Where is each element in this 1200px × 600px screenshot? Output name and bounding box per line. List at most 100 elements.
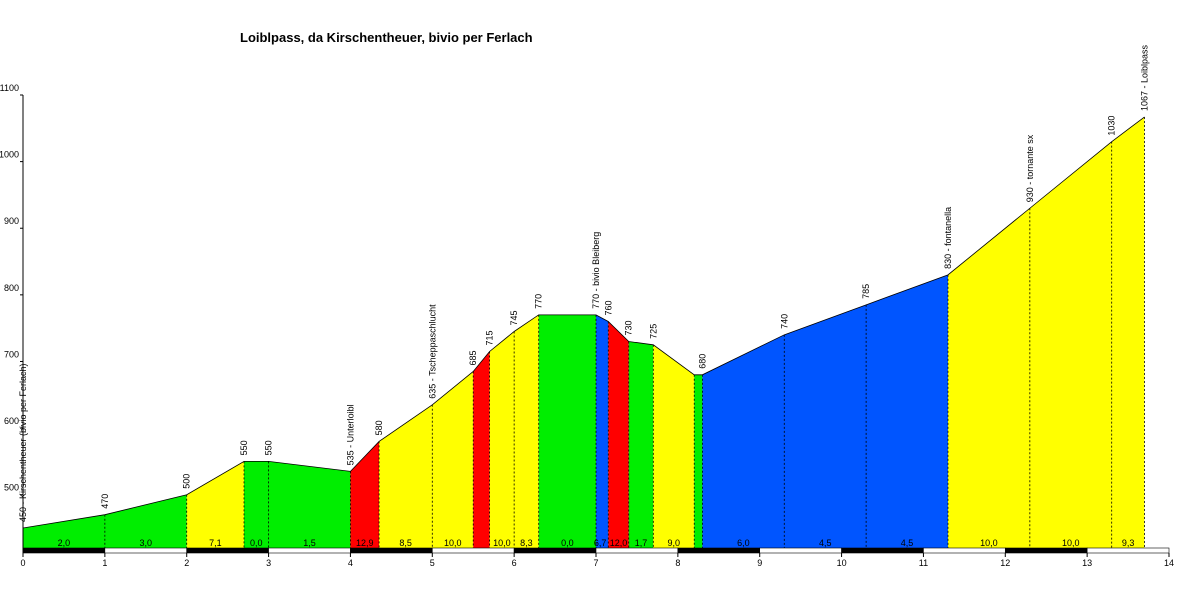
elevation-label-0: 450 - Kirschentheuer (bivio per Ferlach): [18, 363, 28, 522]
elevation-label-18: 785: [861, 284, 871, 299]
elevation-label-22: 1067 - Loiblpass: [1139, 44, 1149, 111]
elevation-label-21: 1030: [1107, 116, 1117, 136]
gradient-label-4: 1,5: [303, 538, 316, 548]
y-tick-label-3: 800: [4, 283, 19, 293]
profile-segment-11: [653, 344, 695, 548]
chart-title: Loiblpass, da Kirschentheuer, bivio per …: [240, 30, 533, 45]
gradient-label-19: 10,0: [1062, 538, 1080, 548]
gradient-label-13: 1,7: [635, 538, 648, 548]
x-tick-label-1: 1: [102, 558, 107, 568]
scale-block-9: [759, 547, 842, 554]
x-tick-label-3: 3: [266, 558, 271, 568]
profile-segment-6: [489, 314, 539, 548]
scale-block-4: [350, 547, 433, 554]
profile-segment-9: [608, 321, 629, 548]
profile-areas: [23, 116, 1145, 548]
gradient-label-11: 6,7: [594, 538, 607, 548]
gradient-label-0: 2,0: [58, 538, 71, 548]
profile-segment-1: [186, 461, 245, 548]
gradient-label-1: 3,0: [140, 538, 153, 548]
scale-block-7: [595, 547, 679, 554]
profile-segment-10: [628, 341, 654, 548]
elevation-label-1: 470: [100, 494, 110, 509]
scale-block-6: [513, 547, 597, 554]
y-tick-label-2: 700: [4, 349, 19, 359]
elevation-label-2: 500: [182, 474, 192, 489]
profile-line: [22, 116, 1145, 529]
profile-segment-13: [702, 274, 948, 548]
x-tick-label-5: 5: [430, 558, 435, 568]
elevation-label-16: 680: [697, 354, 707, 369]
gradient-label-20: 9,3: [1122, 538, 1135, 548]
x-tick-label-7: 7: [593, 558, 598, 568]
elevation-label-7: 635 - Tscheppaschlucht: [427, 304, 437, 399]
elevation-label-10: 745: [509, 310, 519, 325]
x-tick-label-12: 12: [1000, 558, 1010, 568]
x-tick-label-8: 8: [675, 558, 680, 568]
y-tick-label-4: 900: [4, 216, 19, 226]
gradient-label-2: 7,1: [209, 538, 222, 548]
scale-block-0: [22, 547, 106, 554]
profile-segment-7: [538, 314, 596, 548]
scale-block-11: [923, 547, 1006, 554]
elevation-label-9: 715: [485, 330, 495, 345]
elevation-label-5: 535 - Unterloibl: [345, 404, 355, 465]
profile-segment-2: [244, 461, 351, 548]
gradient-labels: 2,0 3,0 7,1 0,0 1,5 12,9 8,5 10,0 10,0 8,3 0,0 6,7 1…: [58, 538, 1135, 548]
x-tick-label-4: 4: [348, 558, 353, 568]
profile-segment-14: [947, 116, 1145, 548]
gradient-label-6: 8,5: [399, 538, 412, 548]
gradient-label-15: 6,0: [737, 538, 750, 548]
x-tick-label-6: 6: [512, 558, 517, 568]
elevation-label-15: 725: [648, 324, 658, 339]
elevation-label-4: 550: [264, 440, 274, 455]
x-tick-label-13: 13: [1082, 558, 1092, 568]
x-tick-label-2: 2: [184, 558, 189, 568]
profile-outline: [22, 116, 1145, 529]
elevation-label-11: 770: [534, 294, 544, 309]
elevation-label-8: 685: [468, 350, 478, 365]
scale-block-12: [1004, 547, 1088, 554]
gradient-label-5: 12,9: [356, 538, 374, 548]
km-scale-bar: [22, 547, 1170, 554]
elevation-label-13: 760: [603, 300, 613, 315]
scale-block-10: [841, 547, 924, 554]
gradient-label-10: 0,0: [561, 538, 574, 548]
elevation-label-17: 740: [779, 314, 789, 329]
elevation-label-19: 830 - fontanella: [943, 207, 953, 269]
scale-block-3: [268, 547, 351, 554]
gradient-label-18: 10,0: [980, 538, 998, 548]
profile-segment-3: [350, 441, 380, 548]
gradient-label-16: 4,5: [819, 538, 832, 548]
elevation-label-20: 930 - tornante sx: [1025, 134, 1035, 202]
gradient-label-17: 4,5: [901, 538, 914, 548]
elevation-label-12: 770 - bivio Bleiberg: [591, 232, 601, 309]
scale-block-13: [1086, 547, 1170, 554]
profile-segment-4: [379, 371, 474, 548]
y-tick-label-1: 600: [4, 416, 19, 426]
scale-block-1: [104, 547, 188, 554]
elevation-labels: 450 - Kirschentheuer (bivio per Ferlach)…: [18, 44, 1149, 522]
y-tick-label-5: 1000: [0, 150, 19, 160]
gradient-label-9: 8,3: [520, 538, 533, 548]
x-tick-label-0: 0: [20, 558, 25, 568]
y-tick-label-6: 1100: [0, 83, 19, 93]
y-tick-label-0: 500: [4, 483, 19, 493]
elevation-label-3: 550: [239, 440, 249, 455]
profile-segment-12: [694, 374, 703, 548]
gradient-label-7: 10,0: [444, 538, 462, 548]
scale-block-8: [677, 547, 761, 554]
gradient-label-3: 0,0: [250, 538, 263, 548]
x-tick-label-14: 14: [1164, 558, 1174, 568]
scale-block-5: [431, 547, 515, 554]
gradient-label-12: 12,0: [610, 538, 628, 548]
profile-segment-0: [23, 494, 187, 548]
elevation-label-6: 580: [374, 420, 384, 435]
profile-segment-5: [473, 351, 490, 548]
gradient-label-14: 9,0: [668, 538, 681, 548]
profile-segment-8: [596, 314, 609, 548]
x-tick-label-10: 10: [837, 558, 847, 568]
gradient-label-8: 10,0: [493, 538, 511, 548]
